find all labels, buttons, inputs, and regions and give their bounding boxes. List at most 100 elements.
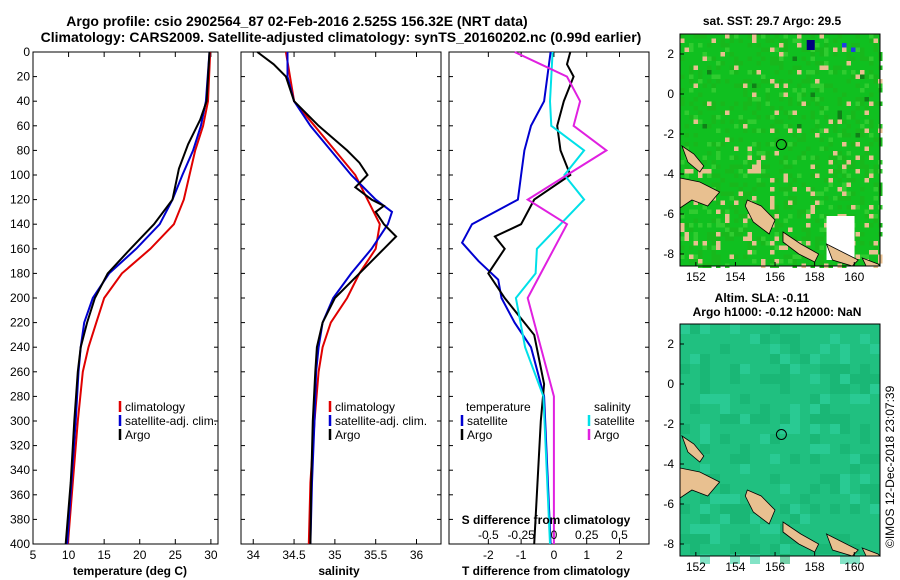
map-cell — [828, 182, 833, 187]
map-cell — [860, 124, 865, 129]
map-cell — [774, 128, 779, 133]
map-cell — [851, 74, 856, 79]
map-cell — [774, 56, 779, 61]
map-x-tick-label: 156 — [765, 560, 785, 574]
map-cell — [740, 394, 750, 404]
map-cell — [720, 494, 730, 504]
map-cell — [770, 79, 775, 84]
map-cell — [765, 47, 770, 52]
map-cell — [770, 205, 775, 210]
map-x-tick-label: 156 — [765, 270, 785, 284]
map-cell — [689, 115, 694, 120]
map-cell — [770, 245, 775, 250]
map-cell — [801, 101, 806, 106]
map-cell — [797, 92, 802, 97]
map-cell — [690, 354, 700, 364]
map-cell — [792, 254, 797, 259]
map-cell — [779, 259, 784, 264]
map-cell — [710, 474, 720, 484]
map-cell — [792, 236, 797, 241]
map-cell — [810, 394, 820, 404]
map-cell — [700, 374, 710, 384]
map-cell — [783, 218, 788, 223]
map-cell — [711, 38, 716, 43]
map-cell — [842, 196, 847, 201]
map-cell — [837, 110, 842, 115]
map-cell — [702, 101, 707, 106]
salinity-legend: climatology satellite-adj. clim. Argo — [328, 400, 427, 442]
map-cell — [765, 97, 770, 102]
map-cell — [774, 236, 779, 241]
map-cell — [860, 241, 865, 246]
map-cell — [756, 115, 761, 120]
map-cell — [729, 182, 734, 187]
map-x-tick-label: 160 — [844, 560, 864, 574]
map-cell — [689, 47, 694, 52]
map-cell — [810, 454, 820, 464]
map-cell — [788, 79, 793, 84]
map-cell — [801, 182, 806, 187]
map-cell — [779, 43, 784, 48]
map-cell — [819, 128, 824, 133]
map-cell — [840, 554, 850, 564]
map-cell — [702, 241, 707, 246]
map-cell — [720, 344, 730, 354]
map-cell — [779, 52, 784, 57]
series-line-temperature-argo — [487, 51, 575, 545]
map-cell — [716, 164, 721, 169]
map-cell — [693, 200, 698, 205]
map-cell — [765, 79, 770, 84]
map-cell — [810, 187, 815, 192]
y-tick-label: 280 — [10, 389, 30, 403]
map-cell — [869, 214, 874, 219]
map-cell — [840, 374, 850, 384]
map-cell — [743, 173, 748, 178]
map-cell — [837, 169, 842, 174]
map-cell — [684, 133, 689, 138]
map-cell — [851, 205, 856, 210]
x-tick-label: 20 — [133, 548, 147, 562]
map-cell — [860, 200, 865, 205]
map-cell — [783, 110, 788, 115]
map-cell — [680, 160, 685, 165]
map-cell — [690, 324, 700, 334]
map-cell — [842, 47, 847, 52]
map-cell — [716, 209, 721, 214]
map-cell — [779, 232, 784, 237]
legend-label-s-argo: Argo — [594, 428, 620, 442]
x-tick-label: 15 — [97, 548, 111, 562]
map-cell — [752, 169, 757, 174]
map-cell — [743, 236, 748, 241]
map-cell — [810, 205, 815, 210]
map-cell — [860, 70, 865, 75]
map-cell — [860, 164, 865, 169]
map-cell — [716, 128, 721, 133]
map-cell — [707, 209, 712, 214]
map-cell — [837, 164, 842, 169]
map-cell — [788, 101, 793, 106]
map-cell — [761, 79, 766, 84]
map-cell — [779, 160, 784, 165]
map-cell — [783, 47, 788, 52]
map-cell — [780, 424, 790, 434]
map-cell — [743, 124, 748, 129]
map-cell — [801, 155, 806, 160]
map-cell — [765, 164, 770, 169]
map-cell — [680, 97, 685, 102]
map-cell — [700, 384, 710, 394]
map-cell — [819, 52, 824, 57]
series-line-salinity-argo — [514, 51, 609, 544]
map-cell — [846, 151, 851, 156]
map-cell — [702, 160, 707, 165]
map-cell — [693, 236, 698, 241]
map-cell — [783, 155, 788, 160]
map-cell — [756, 61, 761, 66]
map-cell — [864, 173, 869, 178]
argo-position-marker — [775, 139, 787, 150]
map-cell — [725, 227, 730, 232]
map-y-tick-label: -4 — [663, 167, 674, 181]
map-cell — [819, 200, 824, 205]
map-cell — [720, 232, 725, 237]
x-tick-label: 34.5 — [282, 548, 306, 562]
map-cell — [711, 119, 716, 124]
